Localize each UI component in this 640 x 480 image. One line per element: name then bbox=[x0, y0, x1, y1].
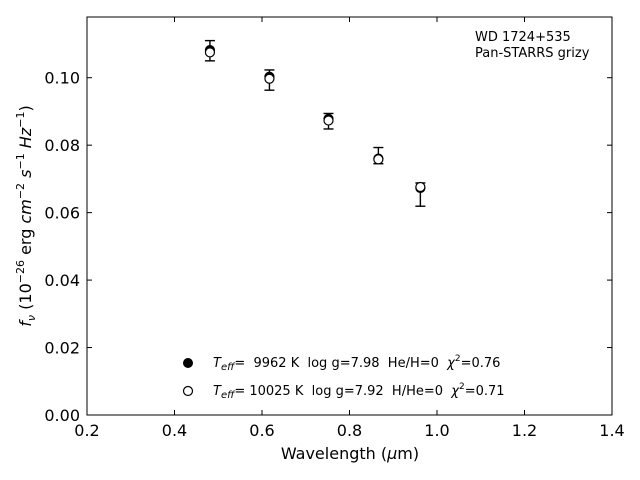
y-tick-label-0: 0.00 bbox=[44, 406, 80, 425]
y-tick-label-1: 0.02 bbox=[44, 339, 80, 358]
annotation-line-2: Pan-STARRS grizy bbox=[475, 46, 590, 61]
legend-marker-filled bbox=[183, 358, 193, 368]
model-open-point-2 bbox=[323, 115, 334, 126]
x-tick-label-4: 1.0 bbox=[424, 421, 449, 440]
x-tick-label-6: 1.4 bbox=[599, 421, 624, 440]
legend-marker-open bbox=[182, 385, 194, 397]
annotation-line-1: WD 1724+535 bbox=[475, 30, 571, 45]
legend: Teff= 9962 K log g=7.98 He/H=0 χ2=0.76 T… bbox=[182, 354, 505, 401]
y-axis: 0.00 0.02 0.04 0.06 0.08 0.10 bbox=[44, 69, 612, 425]
x-axis-title: Wavelength (μm) bbox=[281, 444, 419, 463]
x-tick-label-0: 0.2 bbox=[74, 421, 99, 440]
model-open-point-3 bbox=[373, 154, 384, 165]
y-axis-title: fν (10−26 erg cm−2 s−1 Hz−1) bbox=[14, 105, 38, 326]
x-axis: 0.2 0.4 0.6 0.8 1.0 1.2 1.4 bbox=[74, 17, 625, 440]
model-open-point-1 bbox=[264, 73, 275, 84]
x-tick-label-2: 0.6 bbox=[249, 421, 274, 440]
model-open-point-0 bbox=[204, 47, 216, 58]
y-tick-label-4: 0.08 bbox=[44, 136, 80, 155]
series-layer bbox=[204, 39, 426, 207]
model-open-point-4 bbox=[415, 181, 426, 193]
y-tick-label-3: 0.06 bbox=[44, 204, 80, 223]
x-tick-label-5: 1.2 bbox=[512, 421, 537, 440]
y-tick-label-2: 0.04 bbox=[44, 271, 80, 290]
y-tick-label-5: 0.10 bbox=[44, 69, 80, 88]
x-tick-label-3: 0.8 bbox=[337, 421, 362, 440]
legend-label-1: Teff= 9962 K log g=7.98 He/H=0 χ2=0.76 bbox=[213, 354, 500, 373]
x-tick-label-1: 0.4 bbox=[162, 421, 187, 440]
legend-label-2: Teff= 10025 K log g=7.92 H/He=0 χ2=0.71 bbox=[213, 382, 505, 401]
